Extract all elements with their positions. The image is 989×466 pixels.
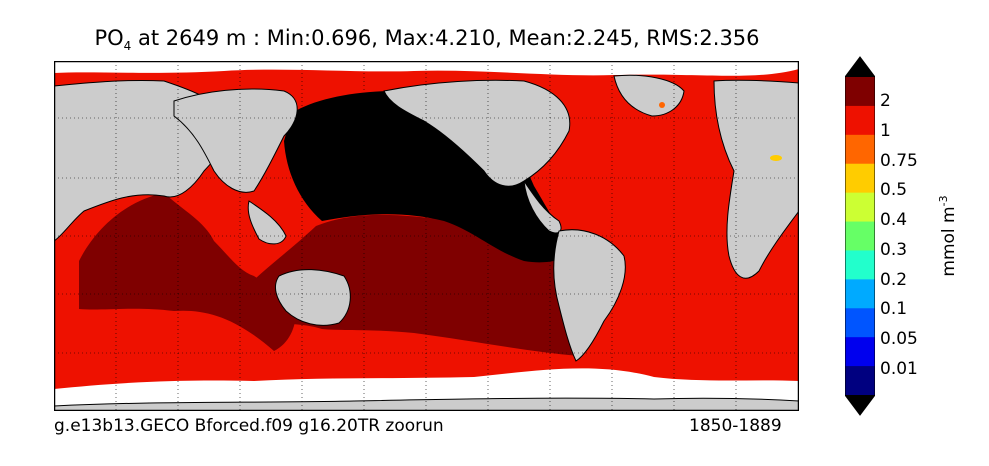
colorbar-tick-0.5: 0.5 — [880, 180, 908, 200]
colorbar-tick-0.3: 0.3 — [880, 240, 908, 260]
colorbar-segment-5 — [845, 221, 875, 251]
colorbar-tick-0.75: 0.75 — [880, 151, 918, 171]
colorbar-tick-0.05: 0.05 — [880, 329, 918, 349]
colorbar-tick-0.1: 0.1 — [880, 299, 908, 319]
colorbar-segment-0 — [845, 77, 875, 107]
colorbar-segment-2 — [845, 134, 875, 165]
title-variable: PO — [94, 26, 124, 50]
indian-ocean-dark — [79, 193, 296, 351]
pacific-black — [284, 91, 574, 263]
colorbar-label: mmol m-3 — [937, 195, 959, 276]
colorbar-unit: mmol m — [938, 206, 959, 277]
colorbar-unit-exponent: -3 — [937, 195, 951, 207]
colorbar-tick-1: 1 — [880, 121, 891, 141]
graticule — [54, 61, 799, 411]
colorbar-frame — [845, 56, 875, 416]
title-stats: at 2649 m : Min:0.696, Max:4.210, Mean:2… — [131, 26, 760, 50]
colorbar-segment-9 — [845, 337, 875, 367]
colorbar-segment-4 — [845, 192, 875, 223]
colorbar-tick-0.4: 0.4 — [880, 210, 908, 230]
year-range: 1850-1889 — [689, 416, 782, 436]
colorbar-tick-0.01: 0.01 — [880, 359, 918, 379]
title-subscript: 4 — [123, 39, 132, 54]
colorbar-segment-1 — [845, 105, 875, 136]
colorbar — [845, 56, 875, 416]
colorbar-segment-7 — [845, 279, 875, 309]
colorbar-tick-0.2: 0.2 — [880, 270, 908, 290]
colorbar-segment-6 — [845, 250, 875, 280]
colorbar-over-arrow — [845, 57, 875, 77]
plot-title: PO4 at 2649 m : Min:0.696, Max:4.210, Me… — [0, 26, 854, 53]
yellow-spot-mediterranean — [770, 155, 782, 161]
po4-map — [54, 61, 799, 411]
colorbar-under-arrow — [845, 395, 875, 415]
colorbar-segment-3 — [845, 163, 875, 194]
orange-spot-north-atlantic — [659, 102, 665, 108]
colorbar-tick-2: 2 — [880, 91, 891, 111]
arctic-nodata — [54, 61, 799, 76]
map-frame — [54, 61, 799, 411]
colorbar-segment-10 — [845, 366, 875, 396]
colorbar-segment-8 — [845, 308, 875, 338]
case-name: g.e13b13.GECO Bforced.f09 g16.20TR zooru… — [54, 416, 444, 436]
land — [54, 74, 799, 411]
